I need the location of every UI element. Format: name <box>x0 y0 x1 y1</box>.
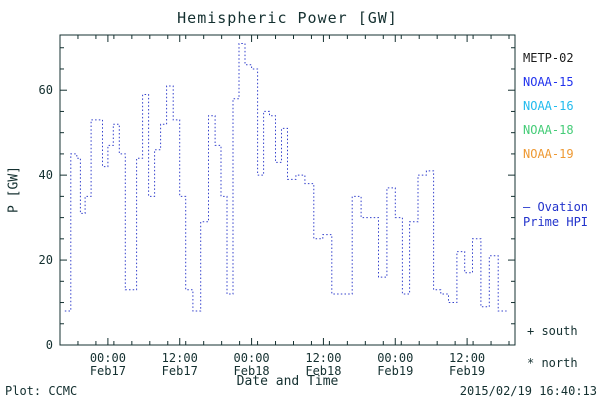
satellite-legend: METP-02 NOAA-15 NOAA-16 NOAA-18 NOAA-19 <box>523 46 599 166</box>
x-tick-date-label: Feb18 <box>305 364 341 378</box>
x-tick-date-label: Feb18 <box>234 364 270 378</box>
north-marker-note: * north <box>527 356 578 370</box>
plot-frame <box>59 34 516 346</box>
ovation-legend: — Ovation Prime HPI <box>523 200 588 230</box>
legend-item-noaa16: NOAA-16 <box>523 99 574 113</box>
y-axis-label: P [GW] <box>6 166 22 213</box>
legend-item-noaa19: NOAA-19 <box>523 147 574 161</box>
x-tick-date-label: Feb17 <box>162 364 198 378</box>
plot-timestamp: 2015/02/19 16:40:13 <box>459 384 597 398</box>
x-tick-time-label: 12:00 <box>162 351 198 365</box>
south-marker-note: + south <box>527 324 578 338</box>
x-tick-date-label: Feb17 <box>90 364 126 378</box>
hpi-step-line <box>64 43 507 312</box>
y-tick-label: 40 <box>39 168 53 182</box>
x-tick-time-label: 00:00 <box>377 351 413 365</box>
y-tick-label: 20 <box>39 253 53 267</box>
x-tick-time-label: 00:00 <box>90 351 126 365</box>
legend-item-metp02: METP-02 <box>523 51 574 65</box>
ovation-legend-line2: Prime HPI <box>523 215 589 229</box>
legend-item-noaa18: NOAA-18 <box>523 123 574 137</box>
x-tick-date-label: Feb19 <box>377 364 413 378</box>
chart-title: Hemispheric Power [GW] <box>177 9 398 27</box>
ovation-legend-line1: — Ovation <box>523 200 589 214</box>
x-tick-time-label: 12:00 <box>305 351 341 365</box>
y-tick-label: 60 <box>39 83 53 97</box>
x-tick-time-label: 12:00 <box>449 351 485 365</box>
x-tick-time-label: 00:00 <box>234 351 270 365</box>
y-tick-label: 0 <box>46 338 53 352</box>
legend-item-noaa15: NOAA-15 <box>523 75 574 89</box>
plot-credit: Plot: CCMC <box>5 384 78 398</box>
x-tick-date-label: Feb19 <box>449 364 485 378</box>
x-axis-label: Date and Time <box>236 374 339 389</box>
